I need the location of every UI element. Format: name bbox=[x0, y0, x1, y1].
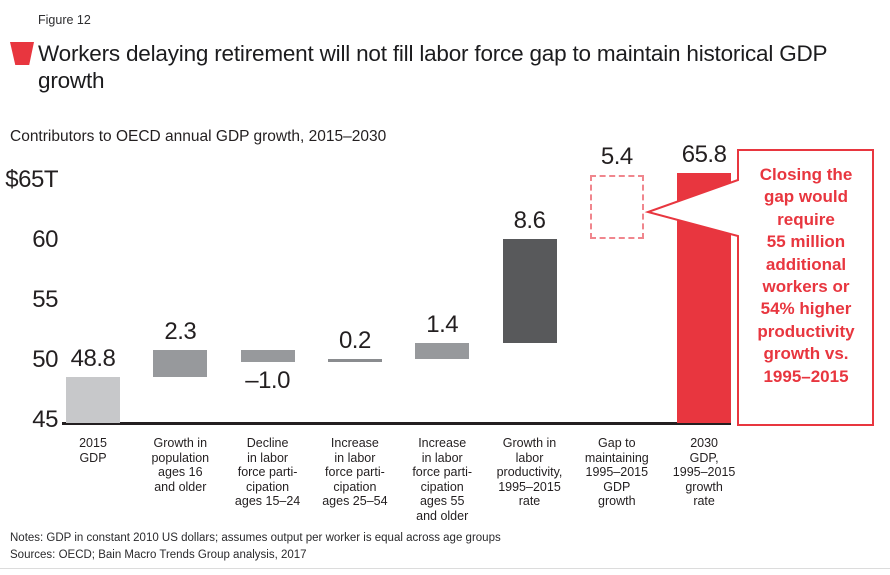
callout-line: additional bbox=[765, 254, 847, 274]
value-label-2015-gdp: 48.8 bbox=[70, 345, 116, 373]
axis-label-gap-to-1995-2015-growth: Gap to maintaining 1995–2015 GDP growth bbox=[584, 436, 649, 508]
footnotes: Notes: GDP in constant 2010 US dollars; … bbox=[10, 530, 501, 563]
callout-text: Closing the gap would require 55 million add… bbox=[744, 164, 868, 388]
axis-label-2030-gdp: 2030 GDP, 1995–2015 growth rate bbox=[672, 436, 736, 508]
callout-bubble-outline bbox=[644, 149, 874, 426]
axis-label-population-growth-16-older: Growth in population ages 16 and older bbox=[151, 436, 210, 494]
axis-label-productivity-growth: Growth in labor productivity, 1995–2015 … bbox=[496, 436, 563, 508]
notes-line: Notes: GDP in constant 2010 US dollars; … bbox=[10, 532, 501, 544]
axis-label-lfp-increase-25-54: Increase in labor force parti- cipation … bbox=[322, 436, 388, 508]
chart-subtitle: Contributors to OECD annual GDP growth, … bbox=[10, 128, 387, 145]
value-label-2030-gdp: 65.8 bbox=[681, 141, 727, 169]
bar-productivity-growth bbox=[502, 239, 557, 343]
callout-line: growth vs. bbox=[763, 344, 849, 364]
y-axis-tick-45: 45 bbox=[32, 406, 58, 433]
value-label-lfp-increase-55-older: 1.4 bbox=[426, 310, 459, 338]
axis-label-lfp-increase-55-older: Increase in labor force parti- cipation … bbox=[412, 436, 473, 523]
value-label-productivity-growth: 8.6 bbox=[513, 207, 546, 235]
bar-2015-gdp bbox=[66, 377, 120, 423]
value-label-lfp-decline-15-24: –1.0 bbox=[245, 366, 290, 394]
y-axis-tick-55: 55 bbox=[32, 286, 58, 313]
x-axis-line bbox=[62, 422, 731, 425]
bar-lfp-increase-25-54 bbox=[327, 359, 382, 363]
y-axis-tick-50: 50 bbox=[32, 346, 58, 373]
page-bottom-rule bbox=[0, 568, 890, 569]
axis-label-2015-gdp: 2015 GDP bbox=[79, 436, 107, 465]
bar-lfp-decline-15-24 bbox=[240, 349, 295, 362]
axis-label-lfp-decline-15-24: Decline in labor force parti- cipation a… bbox=[234, 436, 301, 508]
callout-bubble bbox=[644, 149, 874, 426]
sources-line: Sources: OECD; Bain Macro Trends Group a… bbox=[10, 548, 307, 561]
value-label-population-growth-16-older: 2.3 bbox=[164, 317, 197, 345]
bar-gap-to-1995-2015-growth bbox=[589, 174, 644, 240]
callout-line: require bbox=[777, 209, 835, 229]
value-label-gap-to-1995-2015-growth: 5.4 bbox=[600, 142, 633, 170]
y-axis-tick-65: $65T bbox=[5, 166, 58, 193]
callout-line: gap would bbox=[763, 187, 849, 207]
callout-line: Closing the bbox=[759, 165, 853, 184]
callout-line: 1995–2015 bbox=[763, 366, 849, 386]
callout-line: 55 million bbox=[766, 232, 846, 252]
callout-line: workers or bbox=[762, 277, 850, 297]
bain-red-marker-icon bbox=[10, 42, 34, 65]
figure-label: Figure 12 bbox=[38, 13, 91, 27]
callout-line: 54% higher bbox=[760, 299, 852, 319]
value-label-lfp-increase-25-54: 0.2 bbox=[338, 327, 371, 355]
callout-line: productivity bbox=[757, 321, 855, 341]
figure-title: Workers delaying retirement will not fil… bbox=[38, 41, 827, 93]
bar-population-growth-16-older bbox=[153, 349, 208, 378]
y-axis-tick-60: 60 bbox=[32, 226, 58, 253]
bar-lfp-increase-55-older bbox=[415, 342, 470, 360]
